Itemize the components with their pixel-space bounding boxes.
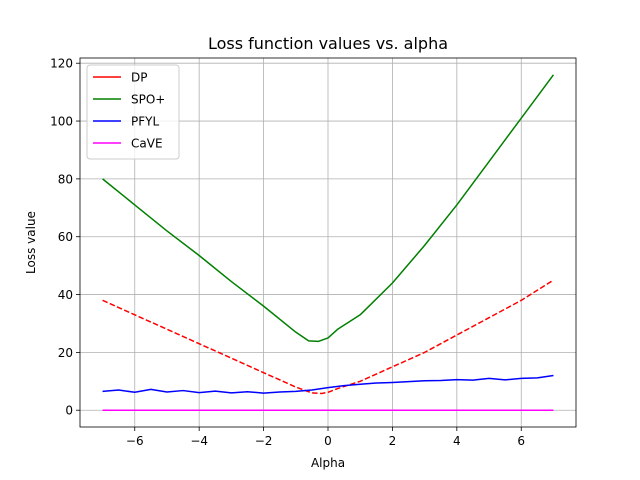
y-tick-label: 0 bbox=[65, 404, 73, 418]
series-line-spo bbox=[102, 74, 555, 343]
x-tick-label: 4 bbox=[453, 434, 461, 448]
x-tick-label: 0 bbox=[324, 434, 332, 448]
series-line-pfyl bbox=[102, 374, 554, 394]
chart-title: Loss function values vs. alpha bbox=[208, 34, 448, 53]
y-tick-label: 80 bbox=[58, 172, 73, 186]
y-axis-label: Loss value bbox=[24, 211, 38, 274]
series-line-dp bbox=[102, 279, 554, 395]
legend-label: PFYL bbox=[131, 115, 159, 129]
x-tick-label: −2 bbox=[255, 434, 273, 448]
y-tick-label: 120 bbox=[50, 57, 73, 71]
x-tick-label: 2 bbox=[389, 434, 397, 448]
legend-label: CaVE bbox=[131, 137, 163, 151]
legend-label: SPO+ bbox=[131, 93, 165, 107]
legend-label: DP bbox=[131, 71, 147, 85]
legend-box bbox=[86, 64, 180, 160]
legend: DP SPO+ PFYL CaVE bbox=[86, 64, 180, 160]
x-axis-label: Alpha bbox=[311, 456, 345, 470]
y-tick-label: 20 bbox=[58, 346, 73, 360]
x-tick-label: −4 bbox=[190, 434, 208, 448]
y-tick-label: 40 bbox=[58, 288, 73, 302]
x-tick-label: −6 bbox=[126, 434, 144, 448]
y-tick-label: 100 bbox=[50, 115, 73, 129]
series-layer bbox=[102, 74, 555, 411]
x-tick-label: 6 bbox=[517, 434, 525, 448]
y-tick-label: 60 bbox=[58, 230, 73, 244]
